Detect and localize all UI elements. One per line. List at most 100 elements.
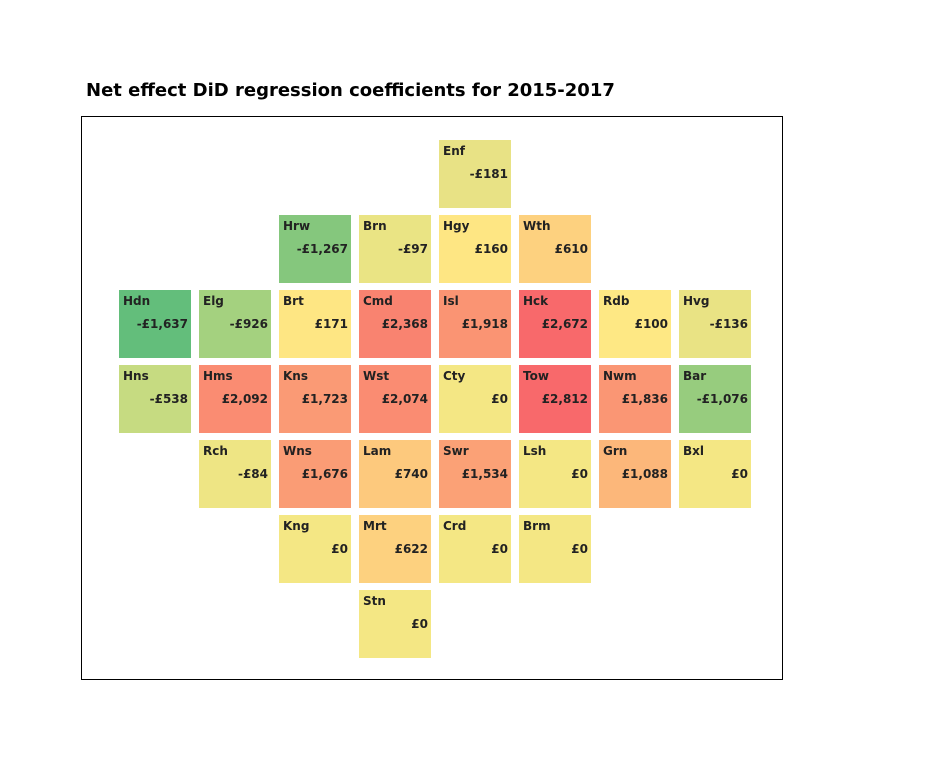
tile-code-label: Rch [203,444,228,458]
tile-stn: Stn £0 [359,590,431,658]
tile-value-label: £1,836 [621,392,668,406]
tile-code-label: Cty [443,369,466,383]
tile-code-label: Kns [283,369,308,383]
tile-value-label: -£136 [709,317,748,331]
tile-value-label: £100 [634,317,668,331]
tile-value-label: £160 [474,242,508,256]
tile-value-label: £1,723 [301,392,348,406]
tile-code-label: Mrt [363,519,387,533]
tile-code-label: Wst [363,369,390,383]
tile-value-label: £2,812 [541,392,588,406]
tile-kng: Kng £0 [279,515,351,583]
tile-code-label: Hvg [683,294,710,308]
tile-code-label: Isl [443,294,459,308]
tile-hrw: Hrw -£1,267 [279,215,351,283]
tile-hms: Hms £2,092 [199,365,271,433]
tile-code-label: Hck [523,294,549,308]
tile-wns: Wns £1,676 [279,440,351,508]
tile-value-label: £2,368 [381,317,428,331]
tile-hvg: Hvg -£136 [679,290,751,358]
tile-nwm: Nwm £1,836 [599,365,671,433]
tile-code-label: Lam [363,444,392,458]
tile-code-label: Hms [203,369,233,383]
tile-crd: Crd £0 [439,515,511,583]
tile-wth: Wth £610 [519,215,591,283]
tile-code-label: Elg [203,294,224,308]
tile-code-label: Brn [363,219,387,233]
tile-value-label: £0 [491,542,508,556]
tile-code-label: Brm [523,519,551,533]
tile-code-label: Crd [443,519,467,533]
tile-code-label: Hns [123,369,149,383]
tile-value-label: £1,918 [461,317,508,331]
tile-lsh: Lsh £0 [519,440,591,508]
tile-bxl: Bxl £0 [679,440,751,508]
tile-value-label: £171 [314,317,348,331]
tile-isl: Isl £1,918 [439,290,511,358]
tile-brt: Brt £171 [279,290,351,358]
tile-value-label: £0 [411,617,428,631]
tile-value-label: £0 [331,542,348,556]
tile-lam: Lam £740 [359,440,431,508]
tile-tow: Tow £2,812 [519,365,591,433]
tile-hdn: Hdn -£1,637 [119,290,191,358]
tile-value-label: £0 [491,392,508,406]
tile-rdb: Rdb £100 [599,290,671,358]
tile-code-label: Hrw [283,219,311,233]
tile-bar: Bar -£1,076 [679,365,751,433]
tile-value-label: -£926 [229,317,268,331]
tile-enf: Enf -£181 [439,140,511,208]
tile-value-label: £1,534 [461,467,508,481]
tile-code-label: Grn [603,444,628,458]
tile-code-label: Lsh [523,444,547,458]
tile-value-label: £610 [554,242,588,256]
tile-hns: Hns -£538 [119,365,191,433]
tile-grn: Grn £1,088 [599,440,671,508]
tile-map-frame: Enf -£181 Hrw -£1,267 Brn -£97 Hgy £160 Wth £610 H… [81,116,783,680]
tile-code-label: Stn [363,594,386,608]
tile-value-label: -£181 [469,167,508,181]
tile-value-label: £2,672 [541,317,588,331]
tile-code-label: Wth [523,219,551,233]
tile-code-label: Hgy [443,219,470,233]
tile-value-label: -£538 [149,392,188,406]
tile-code-label: Rdb [603,294,630,308]
tile-swr: Swr £1,534 [439,440,511,508]
tile-value-label: £1,676 [301,467,348,481]
tile-code-label: Kng [283,519,310,533]
tile-code-label: Nwm [603,369,637,383]
tile-value-label: -£1,076 [696,392,748,406]
tile-code-label: Tow [523,369,549,383]
tile-kns: Kns £1,723 [279,365,351,433]
tile-value-label: £2,092 [221,392,268,406]
tile-code-label: Brt [283,294,304,308]
tile-value-label: -£97 [397,242,428,256]
tile-value-label: -£1,637 [136,317,188,331]
tile-rch: Rch -£84 [199,440,271,508]
tile-value-label: £740 [394,467,428,481]
tile-value-label: £0 [571,467,588,481]
tile-value-label: £1,088 [621,467,668,481]
tile-hgy: Hgy £160 [439,215,511,283]
tile-value-label: -£1,267 [296,242,348,256]
tile-hck: Hck £2,672 [519,290,591,358]
tile-value-label: -£84 [237,467,268,481]
tile-value-label: £622 [394,542,428,556]
tile-code-label: Wns [283,444,312,458]
tile-mrt: Mrt £622 [359,515,431,583]
tile-value-label: £0 [731,467,748,481]
chart-title: Net effect DiD regression coefficients f… [86,80,615,101]
tile-code-label: Hdn [123,294,151,308]
tile-cmd: Cmd £2,368 [359,290,431,358]
tile-wst: Wst £2,074 [359,365,431,433]
tile-code-label: Cmd [363,294,393,308]
tile-code-label: Bxl [683,444,704,458]
tile-cty: Cty £0 [439,365,511,433]
tile-value-label: £0 [571,542,588,556]
tile-code-label: Swr [443,444,469,458]
tile-brm: Brm £0 [519,515,591,583]
tile-value-label: £2,074 [381,392,428,406]
tile-brn: Brn -£97 [359,215,431,283]
tile-code-label: Enf [443,144,465,158]
tile-code-label: Bar [683,369,707,383]
